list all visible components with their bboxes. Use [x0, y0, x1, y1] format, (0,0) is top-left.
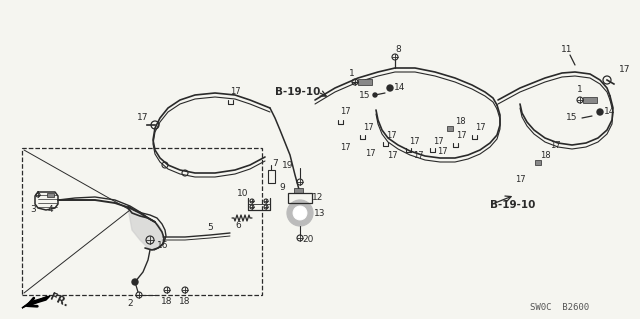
Bar — [294, 188, 303, 192]
Text: 17: 17 — [137, 114, 148, 122]
Text: 17: 17 — [340, 108, 350, 116]
Circle shape — [293, 206, 307, 220]
Bar — [535, 160, 541, 165]
Text: 17: 17 — [409, 137, 419, 145]
Text: 17: 17 — [620, 65, 631, 75]
Text: 17: 17 — [386, 130, 396, 139]
Text: 17: 17 — [230, 87, 240, 97]
Text: 13: 13 — [314, 209, 326, 218]
Text: 18: 18 — [161, 298, 173, 307]
Circle shape — [597, 109, 603, 115]
Bar — [358, 79, 372, 85]
Polygon shape — [22, 296, 50, 308]
Text: 1: 1 — [577, 85, 583, 94]
Bar — [22, 148, 262, 295]
Text: 12: 12 — [312, 192, 324, 202]
Text: 17: 17 — [387, 151, 397, 160]
Text: 17: 17 — [515, 175, 525, 184]
Text: 8: 8 — [395, 46, 401, 55]
Text: 6: 6 — [235, 221, 241, 231]
Text: 15: 15 — [359, 91, 371, 100]
Text: 19: 19 — [282, 160, 294, 169]
Text: 15: 15 — [566, 114, 578, 122]
Bar — [47, 193, 54, 197]
Text: SW0C  B2600: SW0C B2600 — [530, 303, 589, 313]
Text: 17: 17 — [363, 123, 373, 132]
Bar — [583, 97, 597, 103]
Circle shape — [132, 279, 138, 285]
Text: 3: 3 — [30, 204, 36, 213]
Bar — [447, 125, 453, 130]
Text: 17: 17 — [436, 147, 447, 157]
Text: 1: 1 — [349, 69, 355, 78]
Circle shape — [387, 85, 393, 91]
Text: 18: 18 — [540, 151, 550, 160]
Text: B-19-10: B-19-10 — [490, 200, 536, 210]
Text: 17: 17 — [413, 151, 423, 160]
Text: 5: 5 — [207, 222, 213, 232]
Text: 4: 4 — [47, 204, 53, 213]
Text: 7: 7 — [272, 159, 278, 167]
Text: 10: 10 — [237, 189, 249, 198]
Circle shape — [373, 93, 377, 97]
Text: 9: 9 — [279, 183, 285, 192]
Text: 14: 14 — [394, 84, 406, 93]
Polygon shape — [128, 208, 163, 250]
Text: 17: 17 — [433, 137, 444, 145]
Text: 14: 14 — [604, 108, 616, 116]
Text: B-19-10: B-19-10 — [275, 87, 320, 97]
Text: 17: 17 — [340, 144, 350, 152]
Text: 18: 18 — [179, 298, 191, 307]
Text: 17: 17 — [456, 131, 467, 140]
Circle shape — [287, 200, 313, 226]
Text: 16: 16 — [157, 241, 169, 249]
Bar — [268, 170, 275, 183]
Text: 20: 20 — [302, 235, 314, 244]
Text: 11: 11 — [561, 46, 573, 55]
Text: 18: 18 — [454, 117, 465, 127]
Text: 17: 17 — [550, 140, 560, 150]
Text: 2: 2 — [127, 299, 133, 308]
Text: 17: 17 — [475, 123, 485, 132]
Text: 17: 17 — [365, 149, 375, 158]
Text: FR.: FR. — [48, 291, 70, 308]
Bar — [288, 193, 312, 203]
